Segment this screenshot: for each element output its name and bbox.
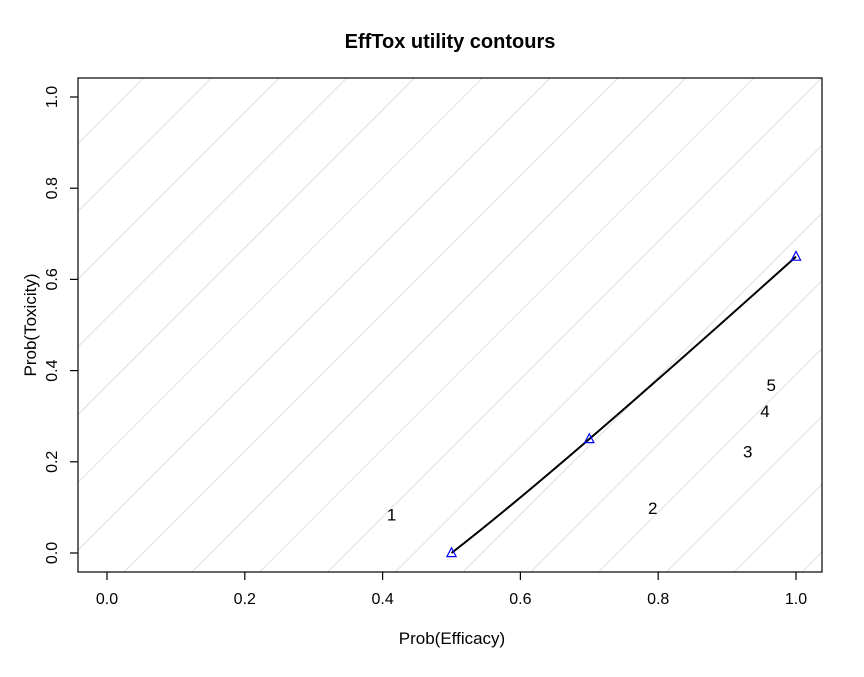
- dose-label: 4: [760, 402, 769, 421]
- x-axis-tick-label: 0.2: [234, 591, 256, 608]
- guide-contour-line: [394, 144, 822, 572]
- guide-contour-line: [530, 280, 822, 572]
- axes: 0.0 0.2 0.4 0.6 0.8 1.0 0.0 0.2 0.4 0.6 0.8 1.0: [44, 86, 807, 608]
- y-axis-tick-label: 0.2: [44, 451, 61, 473]
- guide-contour-line: [78, 78, 280, 280]
- x-axis-tick-label: 0.8: [647, 591, 669, 608]
- guide-contour-line: [666, 415, 822, 572]
- x-axis-tick-label: 0.0: [96, 591, 118, 608]
- x-axis-tick-label: 0.4: [371, 591, 393, 608]
- chart-title: EffTox utility contours: [345, 31, 556, 53]
- guide-contour-line: [259, 78, 754, 572]
- guide-contour-line: [78, 78, 483, 483]
- triangle-marker: [790, 250, 802, 261]
- guide-contour-line: [78, 78, 212, 212]
- guide-contour-line: [123, 78, 619, 572]
- y-axis-label: Prob(Toxicity): [21, 274, 40, 377]
- dose-label: 1: [387, 506, 396, 525]
- guide-contour-line: [78, 78, 415, 416]
- dose-label: 5: [766, 376, 775, 395]
- utility-guide-contours: [78, 78, 822, 572]
- triangle-marker: [445, 546, 458, 558]
- contour-series: 1 2 3 4 5: [387, 250, 802, 558]
- utility-contour-curve: [450, 255, 797, 554]
- guide-contour-line: [78, 78, 348, 348]
- y-axis-tick-label: 0.6: [44, 268, 61, 290]
- x-axis-tick-label: 1.0: [785, 591, 807, 608]
- guide-contour-line: [801, 551, 822, 572]
- triangle-marker: [583, 432, 595, 444]
- y-axis-tick-label: 0.4: [44, 359, 61, 381]
- dose-label: 3: [743, 443, 752, 462]
- guide-contour-line: [78, 78, 551, 551]
- guide-contour-line: [327, 78, 822, 572]
- guide-contour-line: [462, 212, 822, 572]
- y-axis-tick-label: 0.0: [44, 542, 61, 564]
- x-axis-label: Prob(Efficacy): [399, 629, 505, 648]
- y-axis-tick-label: 1.0: [44, 86, 61, 108]
- guide-contour-line: [733, 483, 822, 572]
- guide-contour-line: [598, 348, 822, 572]
- y-axis-tick-label: 0.8: [44, 177, 61, 199]
- dose-label: 2: [648, 499, 657, 518]
- x-axis-tick-label: 0.6: [509, 591, 531, 608]
- plot-border-box: [77, 77, 823, 573]
- guide-contour-line: [191, 78, 687, 572]
